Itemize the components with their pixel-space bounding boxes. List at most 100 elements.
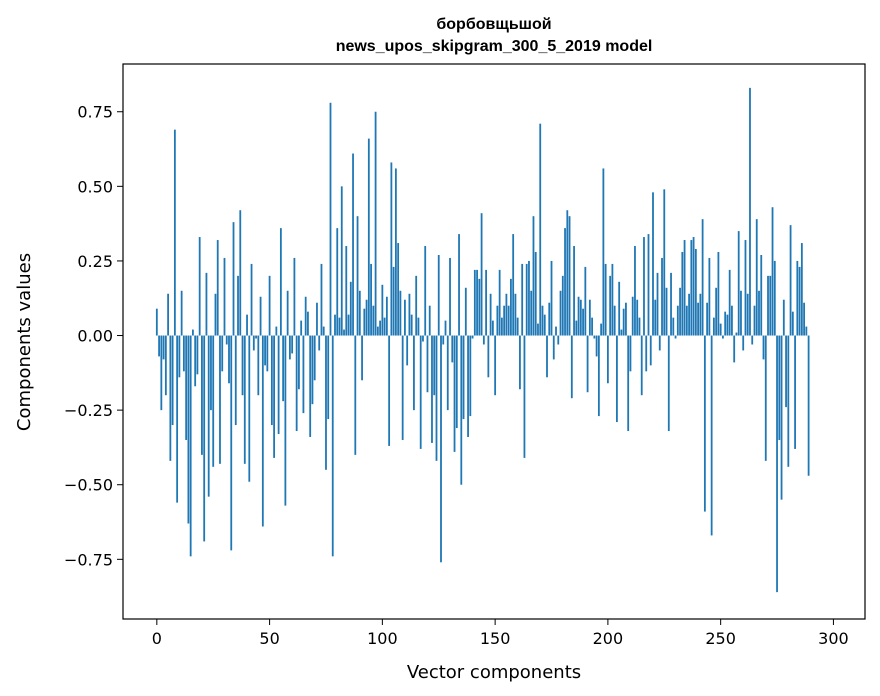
bar-122 (431, 335, 433, 443)
bar-195 (595, 335, 598, 357)
bar-117 (419, 335, 422, 449)
bar-17 (194, 335, 197, 387)
bar-135 (460, 335, 463, 485)
bar-16 (192, 329, 194, 336)
bar-272 (769, 275, 772, 336)
y-tick-label: 0.00 (77, 327, 113, 346)
bar-138 (467, 335, 469, 437)
chart-subtitle: news_upos_skipgram_300_5_2019 model (336, 38, 653, 55)
bar-123 (433, 335, 436, 396)
bar-47 (261, 335, 264, 527)
bar-120 (426, 335, 429, 393)
bar-285 (798, 266, 801, 336)
bar-145 (482, 335, 485, 345)
bar-192 (588, 299, 591, 336)
bar-242 (701, 219, 704, 336)
bar-76 (327, 335, 330, 420)
bar-0 (155, 308, 158, 336)
bar-165 (528, 260, 530, 336)
bar-181 (564, 228, 566, 336)
bar-250 (719, 323, 722, 336)
bar-104 (390, 162, 393, 336)
bar-116 (417, 317, 420, 336)
bar-171 (541, 305, 544, 336)
bar-15 (189, 335, 192, 557)
bar-202 (611, 263, 614, 336)
bar-25 (212, 335, 215, 467)
bar-162 (521, 263, 524, 336)
bar-79 (334, 314, 336, 336)
bar-243 (703, 335, 706, 512)
bar-283 (794, 335, 796, 449)
y-tick-label: 0.75 (77, 103, 113, 122)
bar-147 (487, 335, 490, 378)
chart-title: борбовщьшой (436, 16, 551, 33)
bar-227 (667, 335, 670, 432)
bar-270 (764, 335, 767, 461)
plot-area-frame (122, 63, 866, 620)
bar-57 (284, 335, 287, 506)
bar-175 (550, 260, 553, 336)
bar-203 (613, 305, 616, 336)
bar-211 (631, 296, 634, 336)
bar-8 (173, 129, 176, 336)
bar-84 (345, 246, 348, 336)
bar-14 (187, 335, 190, 524)
bar-166 (530, 290, 533, 336)
bar-260 (742, 335, 745, 351)
bar-177 (555, 326, 557, 336)
bar-249 (717, 251, 720, 336)
bar-198 (602, 168, 605, 336)
y-tick-label: −0.75 (64, 550, 113, 569)
bar-141 (473, 269, 476, 336)
bar-218 (647, 234, 650, 336)
bar-21 (203, 335, 206, 542)
bar-216 (643, 237, 645, 336)
bar-106 (394, 168, 397, 336)
bar-35 (234, 335, 237, 426)
bar-93 (365, 299, 368, 336)
bar-18 (196, 335, 199, 375)
bar-236 (688, 293, 690, 336)
bar-269 (762, 335, 765, 360)
bar-9 (176, 335, 179, 503)
bar-237 (690, 240, 693, 336)
bar-222 (656, 272, 659, 336)
bar-46 (259, 296, 262, 336)
bar-125 (437, 254, 440, 336)
bar-204 (616, 335, 618, 423)
x-axis-ticks: 0 50 100 150 200 250 300 (152, 619, 849, 648)
bar-129 (446, 335, 449, 411)
bar-161 (519, 335, 521, 390)
bar-131 (451, 335, 454, 363)
bar-127 (442, 335, 445, 345)
bar-29 (221, 335, 224, 372)
bar-224 (661, 257, 663, 336)
bar-92 (363, 308, 366, 336)
bar-245 (708, 257, 711, 336)
bar-255 (731, 305, 733, 336)
bar-55 (279, 228, 282, 336)
bar-94 (367, 138, 370, 336)
bar-128 (444, 320, 447, 336)
bars-series (155, 87, 810, 593)
bar-170 (539, 123, 542, 336)
bar-115 (415, 275, 418, 336)
bar-183 (568, 216, 571, 336)
bar-267 (758, 290, 760, 336)
bar-213 (636, 299, 639, 336)
bar-140 (471, 335, 474, 339)
bar-262 (746, 293, 749, 336)
bar-253 (726, 314, 729, 336)
bar-219 (649, 335, 652, 366)
bar-210 (629, 335, 632, 372)
bar-100 (381, 284, 384, 336)
bar-130 (449, 257, 451, 336)
bar-67 (307, 311, 309, 336)
bar-179 (559, 290, 562, 336)
bar-59 (288, 335, 291, 360)
bar-89 (356, 216, 359, 336)
bar-258 (737, 231, 740, 336)
y-axis-ticks: 0.75 0.50 0.25 0.00 −0.25 −0.50 −0.75 (64, 103, 123, 569)
bar-124 (435, 335, 438, 461)
